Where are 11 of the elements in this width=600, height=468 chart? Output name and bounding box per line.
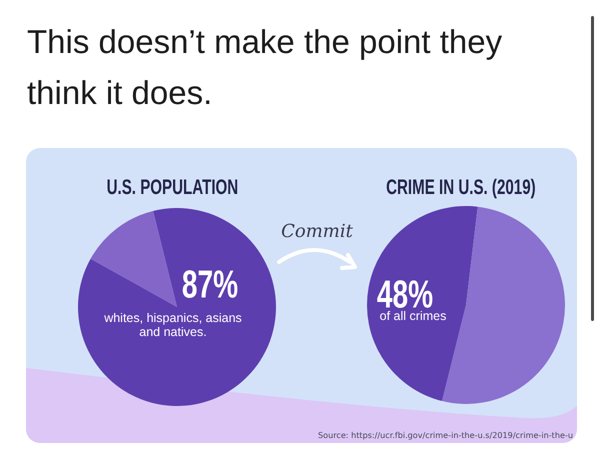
pie-slice — [367, 206, 478, 402]
text: This doesn’t make the point they think it does. — [27, 22, 504, 113]
chart-title: U.S. POPULATION — [106, 176, 238, 200]
data-label: 87% — [182, 263, 238, 307]
text: Commit — [280, 220, 354, 244]
pie-slice — [90, 210, 177, 307]
chart-title: CRIME IN U.S. (2019) — [386, 176, 536, 200]
pie-slice — [78, 208, 276, 406]
slice-label: whites, hispanics, asians and natives. — [103, 310, 242, 339]
source-note: Source: https://ucr.fbi.gov/crime-in-the-u.s/2019/crime-in-the-u — [318, 429, 573, 441]
slice-label: of all crimes — [380, 308, 446, 323]
